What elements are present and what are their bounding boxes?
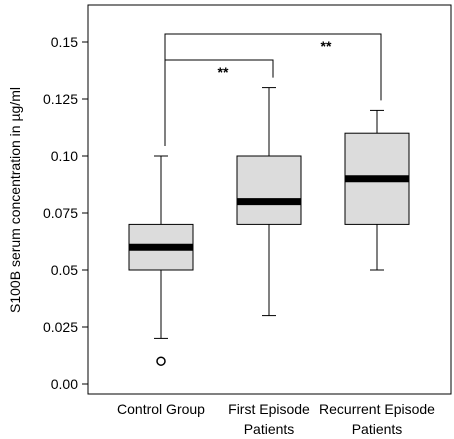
y-axis-title: S100B serum concentration in µg/ml	[7, 87, 23, 313]
y-tick-label: 0.075	[43, 205, 78, 221]
box-0	[128, 155, 194, 366]
plot-area-frame	[87, 4, 452, 395]
box-2	[344, 109, 410, 271]
y-tick-label: 0.125	[43, 91, 78, 107]
significance-label: **	[321, 38, 332, 54]
box-1	[236, 87, 302, 317]
y-tick-label: 0.10	[51, 148, 78, 164]
category-label: Control Group	[117, 401, 205, 417]
bracket-line	[164, 33, 382, 146]
significance-bracket-1: **	[164, 33, 382, 146]
significance-bracket-0: **	[164, 59, 274, 146]
y-tick-label: 0.00	[51, 376, 78, 392]
y-tick-label: 0.025	[43, 319, 78, 335]
outlier-point	[156, 356, 166, 366]
box-group	[128, 87, 410, 366]
category-label: Patients	[352, 421, 403, 437]
significance-brackets: ** **	[164, 33, 382, 146]
significance-label: **	[218, 64, 229, 80]
y-tick-label: 0.05	[51, 262, 78, 278]
category-label: First Episode	[228, 401, 310, 417]
x-axis-categories: Control Group First Episode Patients Recurr…	[117, 401, 435, 437]
iqr-box	[236, 155, 302, 225]
y-axis: 0.00 0.025 0.05 0.075 0.10 0.125 0.15	[43, 34, 88, 392]
category-label: Patients	[244, 421, 295, 437]
category-label: Recurrent Episode	[319, 401, 435, 417]
y-tick-label: 0.15	[51, 34, 78, 50]
